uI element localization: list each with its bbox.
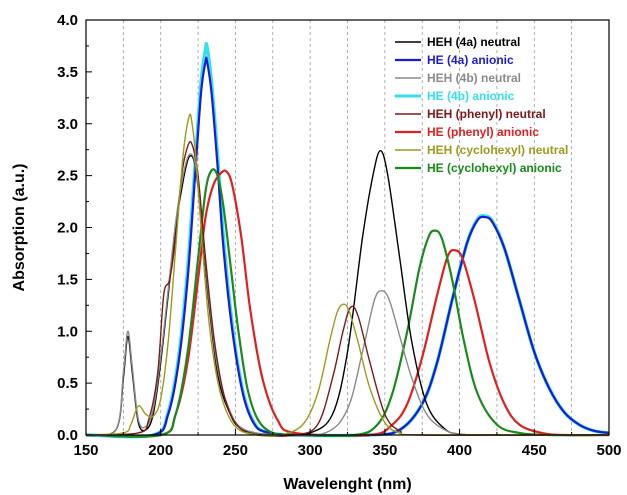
series-line-4 xyxy=(85,140,610,437)
y-tick-label: 0.0 xyxy=(57,427,78,444)
legend-label: HE (cyclohexyl) anionic xyxy=(427,161,562,175)
y-tick-label: 2.0 xyxy=(57,220,78,237)
legend-label: HEH (4b) neutral xyxy=(427,71,521,85)
x-axis-title: Wavelenght (nm) xyxy=(283,476,411,493)
series-line-2 xyxy=(85,153,610,437)
x-axis: 150 200 250 300 350 400 450 500 xyxy=(73,429,622,459)
legend-label: HEH (4a) neutral xyxy=(427,35,520,49)
y-tick-label: 1.0 xyxy=(57,323,78,340)
legend-label: HE (4a) anionic xyxy=(427,53,514,67)
y-tick-label: 3.5 xyxy=(57,64,78,81)
legend-label: HEH (phenyl) neutral xyxy=(427,107,546,121)
x-tick-label: 350 xyxy=(372,442,397,459)
x-tick-label: 450 xyxy=(522,442,547,459)
series-lines xyxy=(85,41,610,439)
x-tick-label: 300 xyxy=(298,442,323,459)
y-axis-title: Absorption (a.u.) xyxy=(11,164,28,292)
x-tick-label: 200 xyxy=(148,442,173,459)
x-tick-label: 400 xyxy=(447,442,472,459)
legend-label: HE (phenyl) anionic xyxy=(427,125,539,139)
legend-label: HEH (cyclohexyl) neutral xyxy=(427,143,568,157)
y-axis: 0.0 0.5 1.0 1.5 2.0 2.5 3.0 3.5 4.0 xyxy=(57,12,92,444)
series-line-6 xyxy=(85,113,610,437)
y-tick-label: 2.5 xyxy=(57,168,78,185)
y-tick-label: 0.5 xyxy=(57,375,78,392)
x-tick-label: 500 xyxy=(596,442,621,459)
legend-label: HE (4b) anionic xyxy=(427,89,515,103)
legend: HEH (4a) neutral HE (4a) anionic HEH (4b) … xyxy=(395,35,568,175)
y-tick-label: 4.0 xyxy=(57,12,78,29)
x-tick-label: 150 xyxy=(73,442,98,459)
y-tick-label: 3.0 xyxy=(57,116,78,133)
x-tick-label: 250 xyxy=(223,442,248,459)
y-tick-label: 1.5 xyxy=(57,271,78,288)
